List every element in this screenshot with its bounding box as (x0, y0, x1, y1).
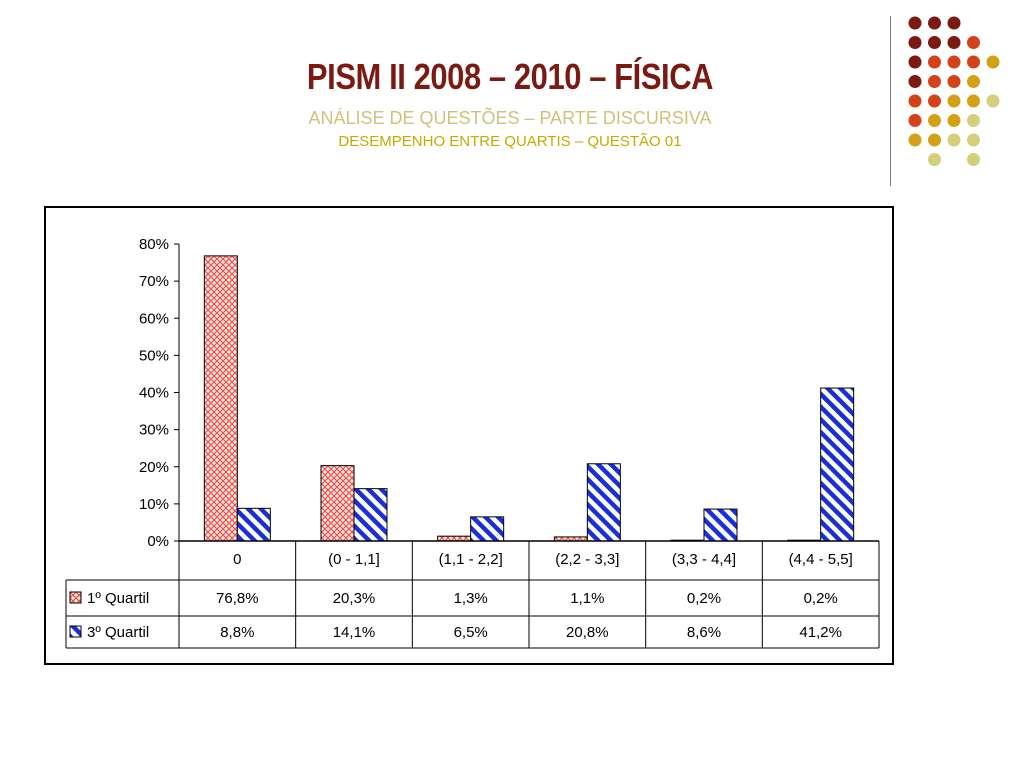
y-tick-label: 70% (139, 273, 169, 290)
decorative-dot (928, 36, 941, 49)
decorative-dot (928, 94, 941, 108)
decorative-dot (928, 16, 941, 30)
decorative-dot (947, 114, 961, 127)
legend-series-name: 1º Quartil (87, 590, 149, 607)
x-category-label: (2,2 - 3,3] (555, 551, 619, 568)
decorative-dot (967, 55, 980, 69)
decorative-dot (947, 55, 961, 69)
y-tick-label: 10% (139, 496, 169, 513)
bar-2-4 (703, 508, 738, 542)
decorative-dot (928, 133, 941, 147)
y-tick-label: 0% (147, 533, 169, 550)
data-table-value: 6,5% (454, 624, 488, 641)
data-table-value: 8,6% (687, 624, 721, 641)
decorative-dot (908, 16, 922, 30)
decorative-dot (967, 36, 980, 49)
bar-1-1 (320, 465, 355, 542)
legend-swatch (69, 625, 82, 638)
decorative-dot (928, 75, 941, 88)
decorative-dot (908, 75, 922, 88)
legend-swatch (69, 591, 82, 604)
x-category-label: (0 - 1,1] (328, 551, 380, 568)
y-tick-label: 60% (139, 310, 169, 327)
y-tick-label: 30% (139, 422, 169, 439)
decorative-dot (928, 114, 941, 127)
data-table-value: 14,1% (333, 624, 376, 641)
data-table-value: 0,2% (687, 590, 721, 607)
chart-frame: 0% 10% 20% 30% 40% 50% 60% 70% 80% 0 (0 - 1,1] (1,… (44, 206, 894, 665)
decorative-dot (908, 94, 922, 108)
decorative-dot (986, 94, 1000, 108)
data-table-value: 76,8% (216, 590, 259, 607)
decorative-dot (947, 36, 961, 49)
bar-2-3 (586, 463, 621, 542)
page-subtitle: ANÁLISE DE QUESTÕES – PARTE DISCURSIVA (308, 108, 712, 128)
data-table-value: 41,2% (799, 624, 842, 641)
y-tick-label: 20% (139, 459, 169, 476)
decorative-dot (947, 75, 961, 88)
data-table-value: 20,8% (566, 624, 609, 641)
page-title: PISM II 2008 – 2010 – FÍSICA (306, 56, 714, 97)
x-category-label: 0 (233, 551, 241, 568)
bar-2-5 (820, 387, 855, 542)
decorative-dot (947, 16, 961, 30)
decorative-dot (908, 114, 922, 127)
x-category-label: (3,3 - 4,4] (672, 551, 736, 568)
decorative-dot (928, 153, 941, 166)
decorative-dot (908, 133, 922, 147)
bar-1-0 (203, 255, 238, 542)
y-tick-label: 80% (139, 236, 169, 253)
bar-chart: 0% 10% 20% 30% 40% 50% 60% 70% 80% 0 (0 - 1,1] (1,… (65, 236, 880, 649)
bar-2-2 (470, 516, 505, 542)
decorative-dot (928, 55, 941, 69)
decorative-dot (967, 153, 980, 166)
decorative-dot (908, 36, 922, 49)
data-table-value: 0,2% (804, 590, 838, 607)
decorative-dot (947, 94, 961, 108)
data-table-value: 1,1% (570, 590, 604, 607)
decorative-dot (967, 75, 980, 88)
bar-2-1 (353, 488, 388, 542)
decorative-dot (967, 94, 980, 108)
x-category-label: (1,1 - 2,2] (439, 551, 503, 568)
data-table-value: 1,3% (454, 590, 488, 607)
x-category-label: (4,4 - 5,5] (789, 551, 853, 568)
decorative-dot (947, 133, 961, 147)
decorative-dot (967, 133, 980, 147)
data-table-value: 20,3% (333, 590, 376, 607)
decorative-dot (986, 55, 1000, 69)
page-subtitle-secondary: DESEMPENHO ENTRE QUARTIS – QUESTÃO 01 (338, 133, 682, 150)
y-tick-label: 40% (139, 385, 169, 402)
header-divider-line (890, 16, 891, 186)
decorative-dot (967, 114, 980, 127)
legend-series-name: 3º Quartil (87, 624, 149, 641)
decorative-dots-pattern (908, 16, 1000, 166)
y-tick-label: 50% (139, 347, 169, 364)
bar-2-0 (236, 507, 271, 542)
decorative-dot (908, 55, 922, 69)
data-table-value: 8,8% (220, 624, 254, 641)
